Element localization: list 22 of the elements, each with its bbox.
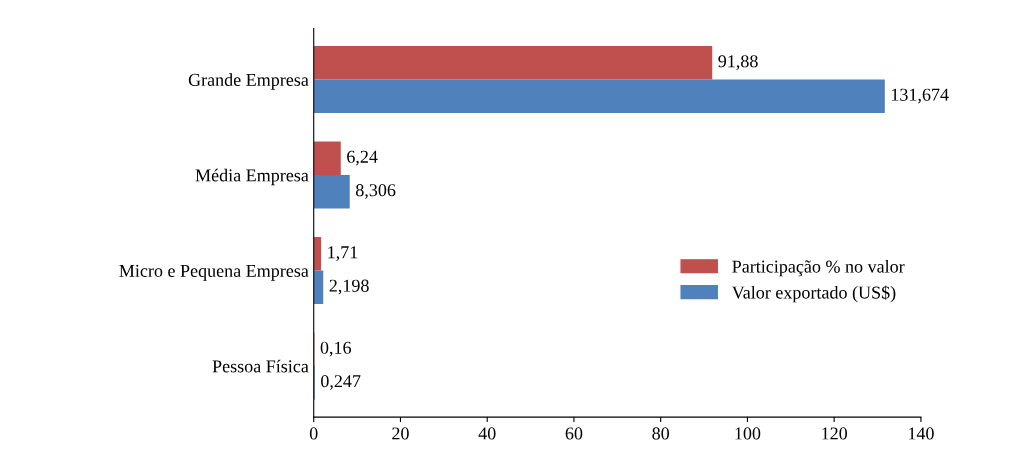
x-tick-label: 60 (565, 427, 583, 440)
x-tick-label: 140 (908, 427, 934, 440)
data-label: 0,16 (320, 341, 352, 357)
data-label: 91,88 (718, 55, 758, 70)
data-label: 1,71 (328, 246, 358, 261)
legend-label: Participação % no valor (732, 259, 905, 277)
y-tick-label: Média Empresa (195, 168, 309, 186)
x-tick-label: 20 (392, 427, 409, 440)
data-label: 131,674 (891, 88, 949, 104)
x-tick-label: 40 (478, 427, 496, 440)
data-label: 0,247 (321, 375, 361, 390)
y-tick-label: Grande Empresa (188, 73, 309, 90)
x-tick-label: 100 (735, 427, 761, 440)
data-label: 6,24 (347, 150, 378, 166)
x-tick-label: 0 (309, 427, 318, 440)
y-tick-label: Pessoa Física (212, 359, 309, 373)
y-tick-label: Micro e Pequena Empresa (119, 264, 309, 281)
legend-label: Valor exportado (US$) (731, 285, 896, 303)
data-label: 8,306 (355, 184, 396, 199)
x-tick-label: 120 (822, 427, 848, 440)
x-tick-label: 80 (652, 427, 670, 440)
data-label: 2,198 (329, 279, 369, 295)
